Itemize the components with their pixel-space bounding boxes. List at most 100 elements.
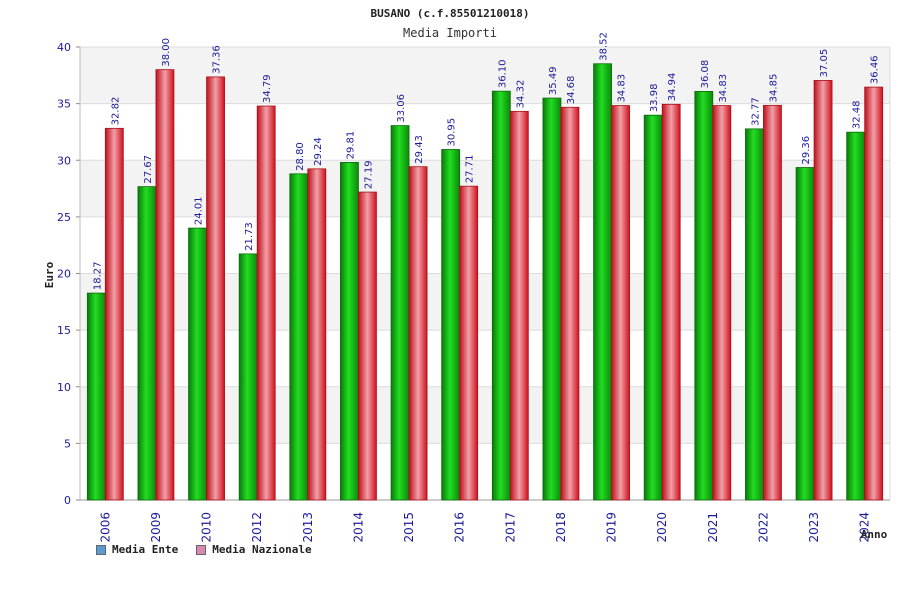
bar-media-ente-2013 xyxy=(289,173,309,501)
value-label-media-ente-2015: 33.06 xyxy=(396,94,407,123)
legend: Media Ente Media Nazionale xyxy=(96,543,312,556)
bar-media-ente-2023 xyxy=(795,167,815,501)
y-tick-label: 35 xyxy=(57,98,71,111)
value-label-media-nazionale-2015: 29.43 xyxy=(414,135,425,164)
x-tick-label-2012: 2012 xyxy=(250,512,264,543)
bar-media-nazionale-2018 xyxy=(560,106,580,501)
bar-media-ente-2014 xyxy=(340,162,359,501)
x-tick-label-2022: 2022 xyxy=(756,512,770,543)
value-label-media-ente-2019: 38.52 xyxy=(599,32,610,61)
y-tick-label: 15 xyxy=(57,324,71,337)
value-label-media-nazionale-2014: 27.19 xyxy=(363,160,374,189)
x-tick-label-2021: 2021 xyxy=(706,512,720,543)
y-tick-label: 40 xyxy=(57,41,71,54)
bar-media-nazionale-2015 xyxy=(408,166,428,501)
bar-media-nazionale-2006 xyxy=(104,127,124,501)
chart-subtitle: Media Importi xyxy=(403,26,497,40)
bar-media-ente-2018 xyxy=(542,97,562,501)
x-tick-label-2019: 2019 xyxy=(605,512,619,543)
x-tick-label-2024: 2024 xyxy=(858,512,872,543)
x-tick-label-2023: 2023 xyxy=(807,512,821,543)
legend-label-nazionale: Media Nazionale xyxy=(212,543,312,556)
bar-media-ente-2016 xyxy=(441,149,461,501)
y-tick-label: 30 xyxy=(57,154,71,167)
bar-media-nazionale-2010 xyxy=(206,76,225,501)
value-label-media-nazionale-2022: 34.85 xyxy=(768,74,779,103)
bar-media-nazionale-2013 xyxy=(307,168,327,501)
bar-media-nazionale-2019 xyxy=(611,105,630,501)
value-label-media-nazionale-2023: 37.05 xyxy=(819,49,830,78)
x-tick-label-2006: 2006 xyxy=(98,512,112,543)
bar-media-ente-2012 xyxy=(238,253,258,501)
x-axis-title: Anno xyxy=(861,528,888,541)
value-label-media-ente-2017: 36.10 xyxy=(497,60,508,89)
bar-media-nazionale-2012 xyxy=(256,105,276,501)
bar-media-ente-2015 xyxy=(390,125,410,501)
bar-media-nazionale-2020 xyxy=(661,103,681,501)
x-tick-label-2016: 2016 xyxy=(453,512,467,543)
value-label-media-ente-2018: 35.49 xyxy=(548,66,559,95)
bar-media-ente-2009 xyxy=(137,186,157,501)
value-label-media-ente-2009: 27.67 xyxy=(143,155,154,184)
bar-media-nazionale-2024 xyxy=(864,86,884,501)
value-label-media-nazionale-2010: 37.36 xyxy=(212,45,223,74)
value-label-media-ente-2023: 29.36 xyxy=(801,136,812,165)
x-tick-label-2017: 2017 xyxy=(503,512,517,543)
y-tick-label: 25 xyxy=(57,211,71,224)
bar-media-nazionale-2023 xyxy=(813,80,833,501)
legend-item-nazionale: Media Nazionale xyxy=(196,543,312,556)
bar-media-ente-2024 xyxy=(846,131,866,501)
bar-media-ente-2021 xyxy=(694,90,714,501)
value-label-media-ente-2016: 30.95 xyxy=(447,118,458,147)
value-label-media-nazionale-2009: 38.00 xyxy=(161,38,172,67)
value-label-media-nazionale-2013: 29.24 xyxy=(313,137,324,166)
chart-title: BUSANO (c.f.85501210018) xyxy=(371,7,530,20)
value-label-media-ente-2006: 18.27 xyxy=(92,261,103,290)
x-tick-label-2009: 2009 xyxy=(149,512,163,543)
value-label-media-nazionale-2006: 32.82 xyxy=(110,97,121,126)
y-tick-label: 5 xyxy=(64,437,71,450)
bar-media-ente-2019 xyxy=(593,63,612,501)
value-label-media-nazionale-2020: 34.94 xyxy=(667,73,678,102)
y-axis-title: Euro xyxy=(43,261,56,288)
value-label-media-nazionale-2019: 34.83 xyxy=(617,74,628,103)
bar-media-ente-2020 xyxy=(643,114,663,501)
value-label-media-ente-2021: 36.08 xyxy=(700,60,711,89)
bar-media-ente-2017 xyxy=(491,90,511,501)
y-tick-label: 10 xyxy=(57,381,71,394)
bar-media-ente-2022 xyxy=(745,128,764,501)
value-label-media-ente-2013: 28.80 xyxy=(295,142,306,171)
value-label-media-ente-2014: 29.81 xyxy=(345,131,356,160)
bar-media-nazionale-2017 xyxy=(509,110,529,501)
bar-media-nazionale-2021 xyxy=(712,105,732,501)
value-label-media-nazionale-2012: 34.79 xyxy=(262,74,273,103)
value-label-media-ente-2010: 24.01 xyxy=(194,196,205,225)
value-label-media-ente-2022: 32.77 xyxy=(750,97,761,126)
bar-media-nazionale-2009 xyxy=(155,69,175,501)
x-tick-label-2018: 2018 xyxy=(554,512,568,543)
bar-media-nazionale-2014 xyxy=(358,191,377,501)
value-label-media-ente-2012: 21.73 xyxy=(244,222,255,251)
bar-media-nazionale-2016 xyxy=(459,185,479,501)
x-tick-label-2014: 2014 xyxy=(351,512,365,543)
value-label-media-ente-2024: 32.48 xyxy=(852,101,863,130)
x-tick-label-2013: 2013 xyxy=(301,512,315,543)
value-label-media-nazionale-2017: 34.32 xyxy=(515,80,526,109)
value-label-media-nazionale-2021: 34.83 xyxy=(718,74,729,103)
x-tick-label-2020: 2020 xyxy=(655,512,669,543)
legend-swatch-nazionale xyxy=(196,544,207,555)
bar-media-ente-2006 xyxy=(86,292,106,501)
plot-area: 0 5 10 15 20 25 30 35 40 18.27 32.82 2006 27.67 38.00… xyxy=(57,32,891,543)
value-label-media-nazionale-2016: 27.71 xyxy=(465,155,476,184)
y-tick-label: 20 xyxy=(57,268,71,281)
value-label-media-nazionale-2024: 36.46 xyxy=(870,55,881,84)
y-tick-label: 0 xyxy=(64,494,71,507)
x-tick-label-2010: 2010 xyxy=(200,512,214,543)
x-tick-label-2015: 2015 xyxy=(402,512,416,543)
legend-item-ente: Media Ente xyxy=(96,543,178,556)
legend-label-ente: Media Ente xyxy=(112,543,179,556)
value-label-media-ente-2020: 33.98 xyxy=(649,84,660,113)
bar-media-nazionale-2022 xyxy=(763,104,782,501)
value-label-media-nazionale-2018: 34.68 xyxy=(566,76,577,105)
